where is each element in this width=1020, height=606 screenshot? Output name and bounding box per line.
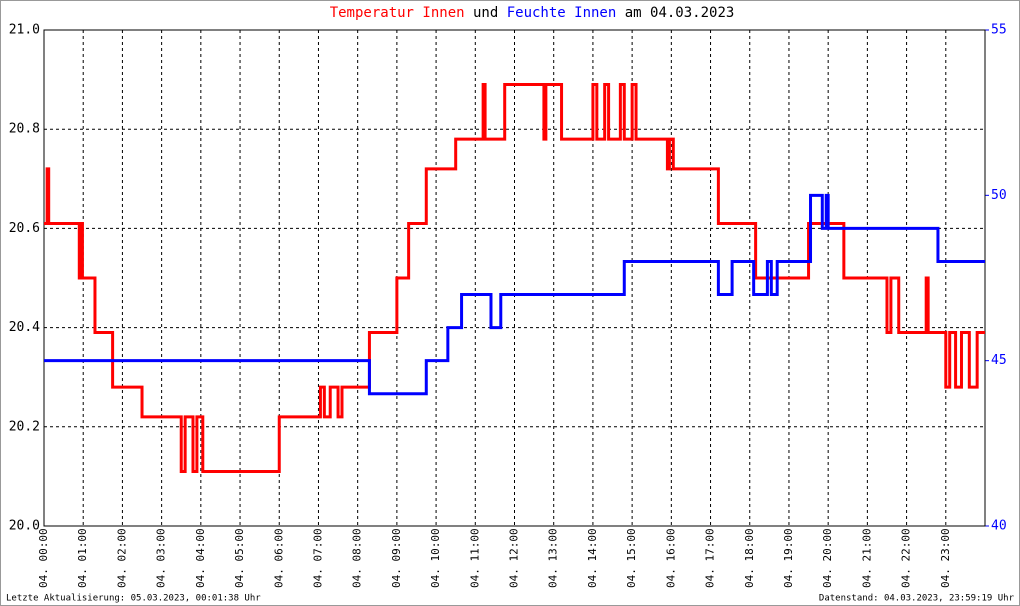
series-line: [44, 193, 985, 396]
x-tick-label: 04. 00:00: [37, 528, 50, 588]
x-tick-label: 04. 19:00: [782, 528, 795, 588]
y-tick-label: 20.2: [9, 419, 40, 434]
x-tick-label: 04. 22:00: [900, 528, 913, 588]
y-tick-label: 20.0: [9, 519, 40, 534]
x-tick-label: 04. 12:00: [508, 528, 521, 588]
y2-tick-label: 50: [991, 188, 1007, 203]
y-tick-label: 20.4: [9, 320, 40, 335]
x-tick-label: 04. 21:00: [860, 528, 873, 588]
y-tick-label: 20.8: [9, 122, 40, 137]
x-tick-label: 04. 20:00: [821, 528, 834, 588]
y-tick-label: 20.6: [9, 221, 40, 236]
x-tick-label: 04. 09:00: [390, 528, 403, 588]
series-line: [44, 83, 985, 473]
x-tick-label: 04. 16:00: [664, 528, 677, 588]
y2-tick-label: 55: [991, 23, 1007, 38]
footer-left: Letzte Aktualisierung: 05.03.2023, 00:01…: [6, 594, 261, 604]
x-tick-label: 04. 08:00: [351, 528, 364, 588]
title-suffix: am 04.03.2023: [625, 5, 735, 21]
x-tick-label: 04. 04:00: [194, 528, 207, 588]
x-tick-label: 04. 10:00: [429, 528, 442, 588]
x-tick-label: 04. 17:00: [704, 528, 717, 588]
x-tick-label: 04. 05:00: [233, 528, 246, 588]
y-tick-label: 21.0: [9, 23, 40, 38]
x-tick-label: 04. 13:00: [547, 528, 560, 588]
x-tick-label: 04. 23:00: [939, 528, 952, 588]
y2-tick-label: 40: [991, 519, 1007, 534]
plot-border: [43, 29, 986, 527]
footer-right: Datenstand: 04.03.2023, 23:59:19 Uhr: [819, 594, 1015, 604]
x-tick-label: 04. 02:00: [115, 528, 128, 588]
title-series-1: Temperatur Innen: [330, 5, 465, 21]
x-tick-label: 04. 01:00: [76, 528, 89, 588]
x-tick-label: 04. 07:00: [311, 528, 324, 588]
title-joiner: und: [473, 5, 498, 21]
x-tick-label: 04. 18:00: [743, 528, 756, 588]
x-tick-label: 04. 03:00: [155, 528, 168, 588]
x-tick-label: 04. 11:00: [468, 528, 481, 588]
chart-title: Temperatur Innen und Feuchte Innen am 04…: [330, 5, 735, 21]
x-tick-label: 04. 15:00: [625, 528, 638, 588]
title-series-2: Feuchte Innen: [507, 5, 617, 21]
x-tick-label: 04. 06:00: [272, 528, 285, 588]
y2-tick-label: 45: [991, 353, 1007, 368]
x-tick-label: 04. 14:00: [586, 528, 599, 588]
